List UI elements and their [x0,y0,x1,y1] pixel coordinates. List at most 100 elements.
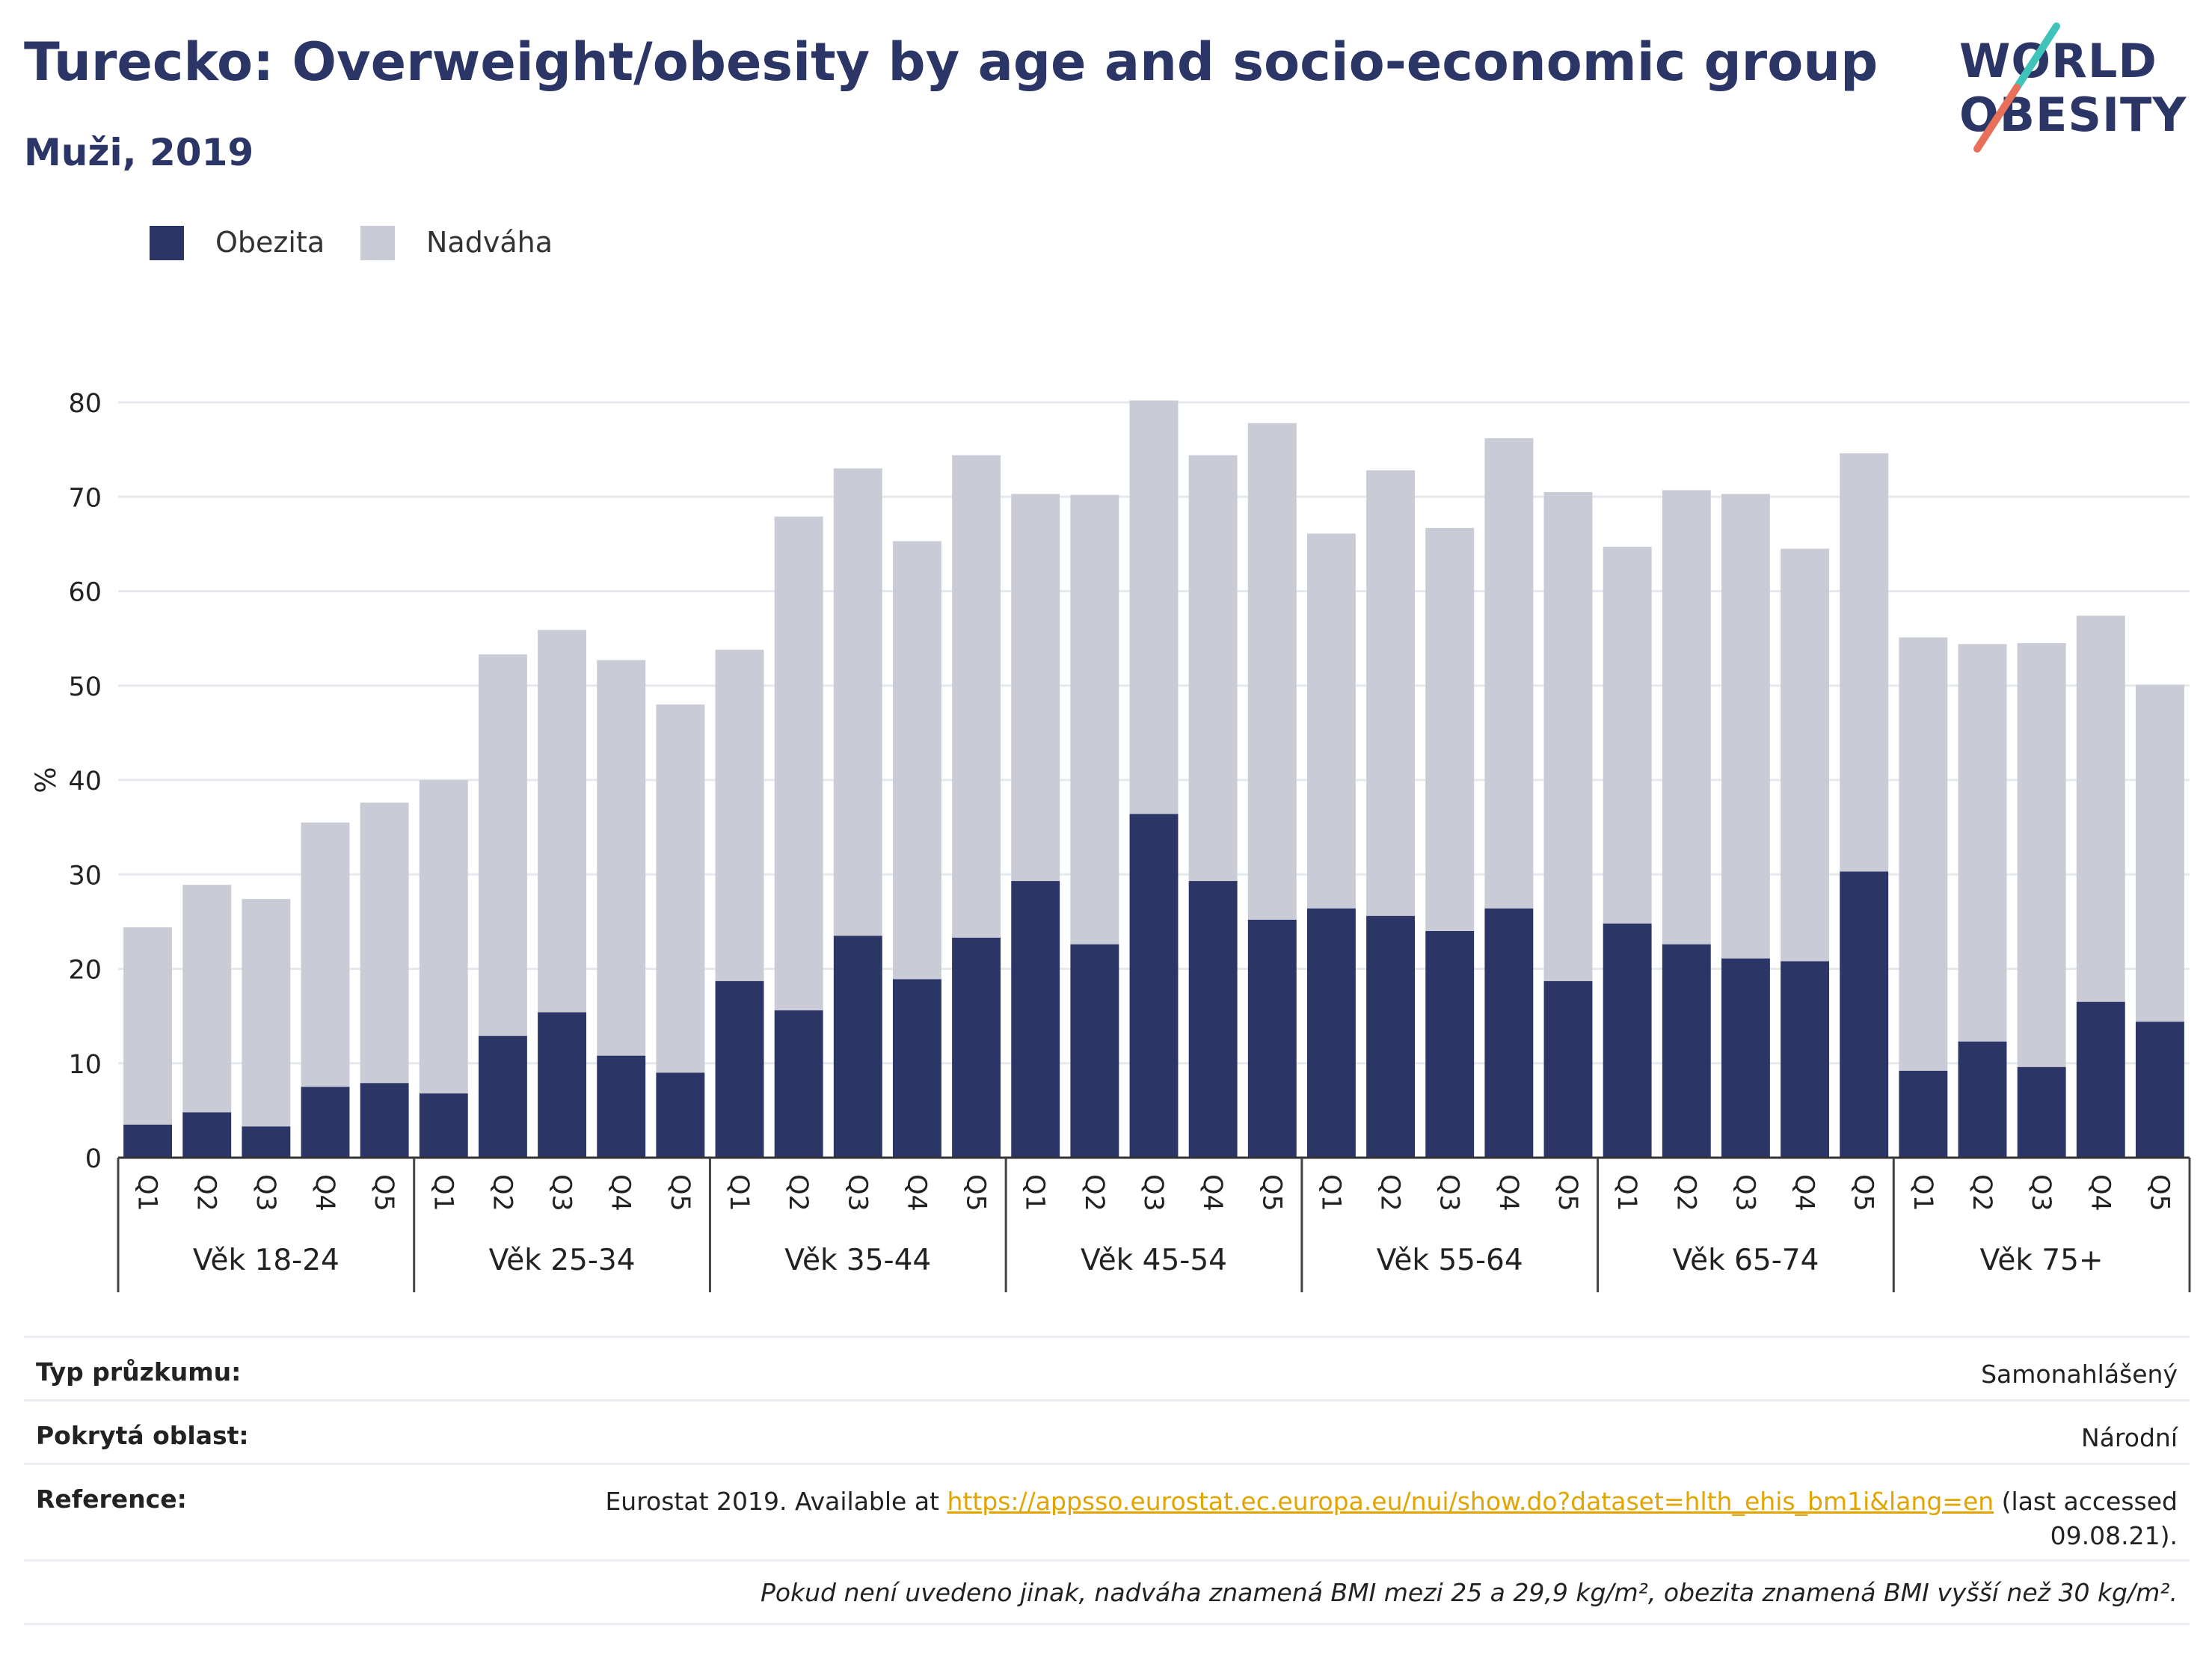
bar-obezita [2135,1022,2184,1158]
bar-nadvaha [1840,453,1889,872]
x-tick-label: Q4 [2085,1174,2115,1212]
bar-obezita [1188,881,1238,1158]
y-tick-label: 80 [68,389,102,419]
bar-nadvaha [715,649,764,981]
bar-nadvaha [2076,615,2125,1002]
bar-obezita [538,1012,587,1158]
bar-obezita [1366,915,1416,1158]
bar-nadvaha [1899,637,1948,1071]
bar-obezita [715,980,764,1158]
bar-nadvaha [1306,533,1356,909]
bar-obezita [1306,908,1356,1158]
reference-suffix: (last accessed [1994,1487,2178,1516]
x-tick-label: Q2 [1079,1174,1109,1212]
reference-prefix: Eurostat 2019. Available at [605,1487,947,1516]
info-row-reference: Reference: Eurostat 2019. Available at h… [24,1463,2190,1559]
bar-nadvaha [892,541,941,980]
bar-nadvaha [123,927,173,1125]
bar-nadvaha [774,516,823,1011]
x-tick-label: Q4 [1789,1174,1819,1212]
x-tick-label: Q5 [369,1174,399,1212]
bar-nadvaha [360,802,409,1084]
x-tick-label: Q2 [1967,1174,1997,1212]
x-tick-label: Q5 [665,1174,695,1212]
x-tick-label: Q5 [1256,1174,1286,1212]
y-tick-label: 0 [85,1144,102,1174]
bar-obezita [1247,919,1297,1158]
x-tick-label: Q3 [1730,1174,1760,1212]
bar-nadvaha [419,780,468,1094]
y-tick-label: 60 [68,578,102,608]
legend-swatch-obezita [150,226,184,260]
bar-nadvaha [2135,684,2184,1022]
bar-obezita [892,979,941,1158]
bar-nadvaha [1958,644,2007,1042]
bar-obezita [656,1072,705,1158]
group-label: Věk 75+ [1980,1244,2104,1277]
x-tick-label: Q1 [1908,1174,1938,1212]
bar-nadvaha [1188,455,1238,882]
legend-label-obezita: Obezita [215,226,325,259]
bar-obezita [2076,1001,2125,1158]
bar-obezita [1603,923,1652,1158]
x-tick-label: Q5 [961,1174,991,1212]
bar-obezita [301,1087,350,1158]
bar-obezita [1781,961,1830,1158]
bar-nadvaha [1011,494,1060,882]
x-tick-label: Q1 [1315,1174,1345,1212]
y-tick-label: 20 [68,956,102,986]
info-value-reference: Eurostat 2019. Available at https://apps… [605,1484,2178,1553]
bar-obezita [1543,980,1593,1158]
bar-nadvaha [1662,490,1711,945]
bar-obezita [774,1010,823,1158]
info-label-survey-type: Typ průzkumu: [36,1357,242,1387]
x-tick-label: Q1 [1020,1174,1050,1212]
legend-label-nadvaha: Nadváha [426,226,553,259]
bar-obezita [1721,958,1770,1158]
bar-nadvaha [1781,548,1830,962]
x-tick-label: Q2 [783,1174,813,1212]
x-tick-label: Q3 [842,1174,872,1212]
x-tick-label: Q3 [1434,1174,1464,1212]
x-tick-label: Q3 [1138,1174,1168,1212]
x-tick-label: Q4 [1493,1174,1523,1212]
x-tick-label: Q2 [487,1174,517,1212]
x-tick-label: Q2 [191,1174,221,1212]
x-tick-label: Q4 [606,1174,636,1212]
bar-nadvaha [301,822,350,1087]
bar-nadvaha [1247,423,1297,920]
group-label: Věk 45-54 [1081,1244,1227,1277]
bar-obezita [1129,814,1179,1158]
bar-obezita [1484,908,1534,1158]
bar-nadvaha [538,630,587,1013]
bar-obezita [1958,1041,2007,1158]
x-tick-label: Q2 [1671,1174,1701,1212]
bar-obezita [2017,1066,2066,1158]
bar-nadvaha [1070,494,1119,945]
bar-obezita [1011,881,1060,1158]
y-tick-label: 10 [68,1050,102,1080]
definition-note: Pokud není uvedeno jinak, nadváha znamen… [760,1578,2178,1607]
x-tick-label: Q2 [1375,1174,1405,1212]
bar-nadvaha [1129,400,1179,814]
bar-obezita [1070,944,1119,1158]
bar-nadvaha [1543,491,1593,981]
bar-nadvaha [2017,642,2066,1067]
bar-obezita [182,1112,232,1158]
info-table: Typ průzkumu: Samonahlášený Pokrytá obla… [24,1336,2190,1625]
bar-nadvaha [833,468,882,936]
bar-obezita [360,1083,409,1158]
y-tick-label: 50 [68,672,102,702]
bar-nadvaha [1484,437,1534,909]
bar-obezita [123,1124,173,1158]
x-tick-label: Q4 [901,1174,931,1212]
bar-obezita [952,937,1001,1158]
bar-obezita [1425,931,1475,1158]
group-label: Věk 35-44 [784,1244,931,1277]
bar-obezita [419,1093,468,1158]
y-tick-label: 70 [68,483,102,513]
world-obesity-logo: WORLD OBESITY [1944,19,2199,161]
y-axis-label: % [30,767,62,793]
reference-link[interactable]: https://appsso.eurostat.ec.europa.eu/nui… [947,1487,1994,1516]
bar-nadvaha [242,899,291,1127]
